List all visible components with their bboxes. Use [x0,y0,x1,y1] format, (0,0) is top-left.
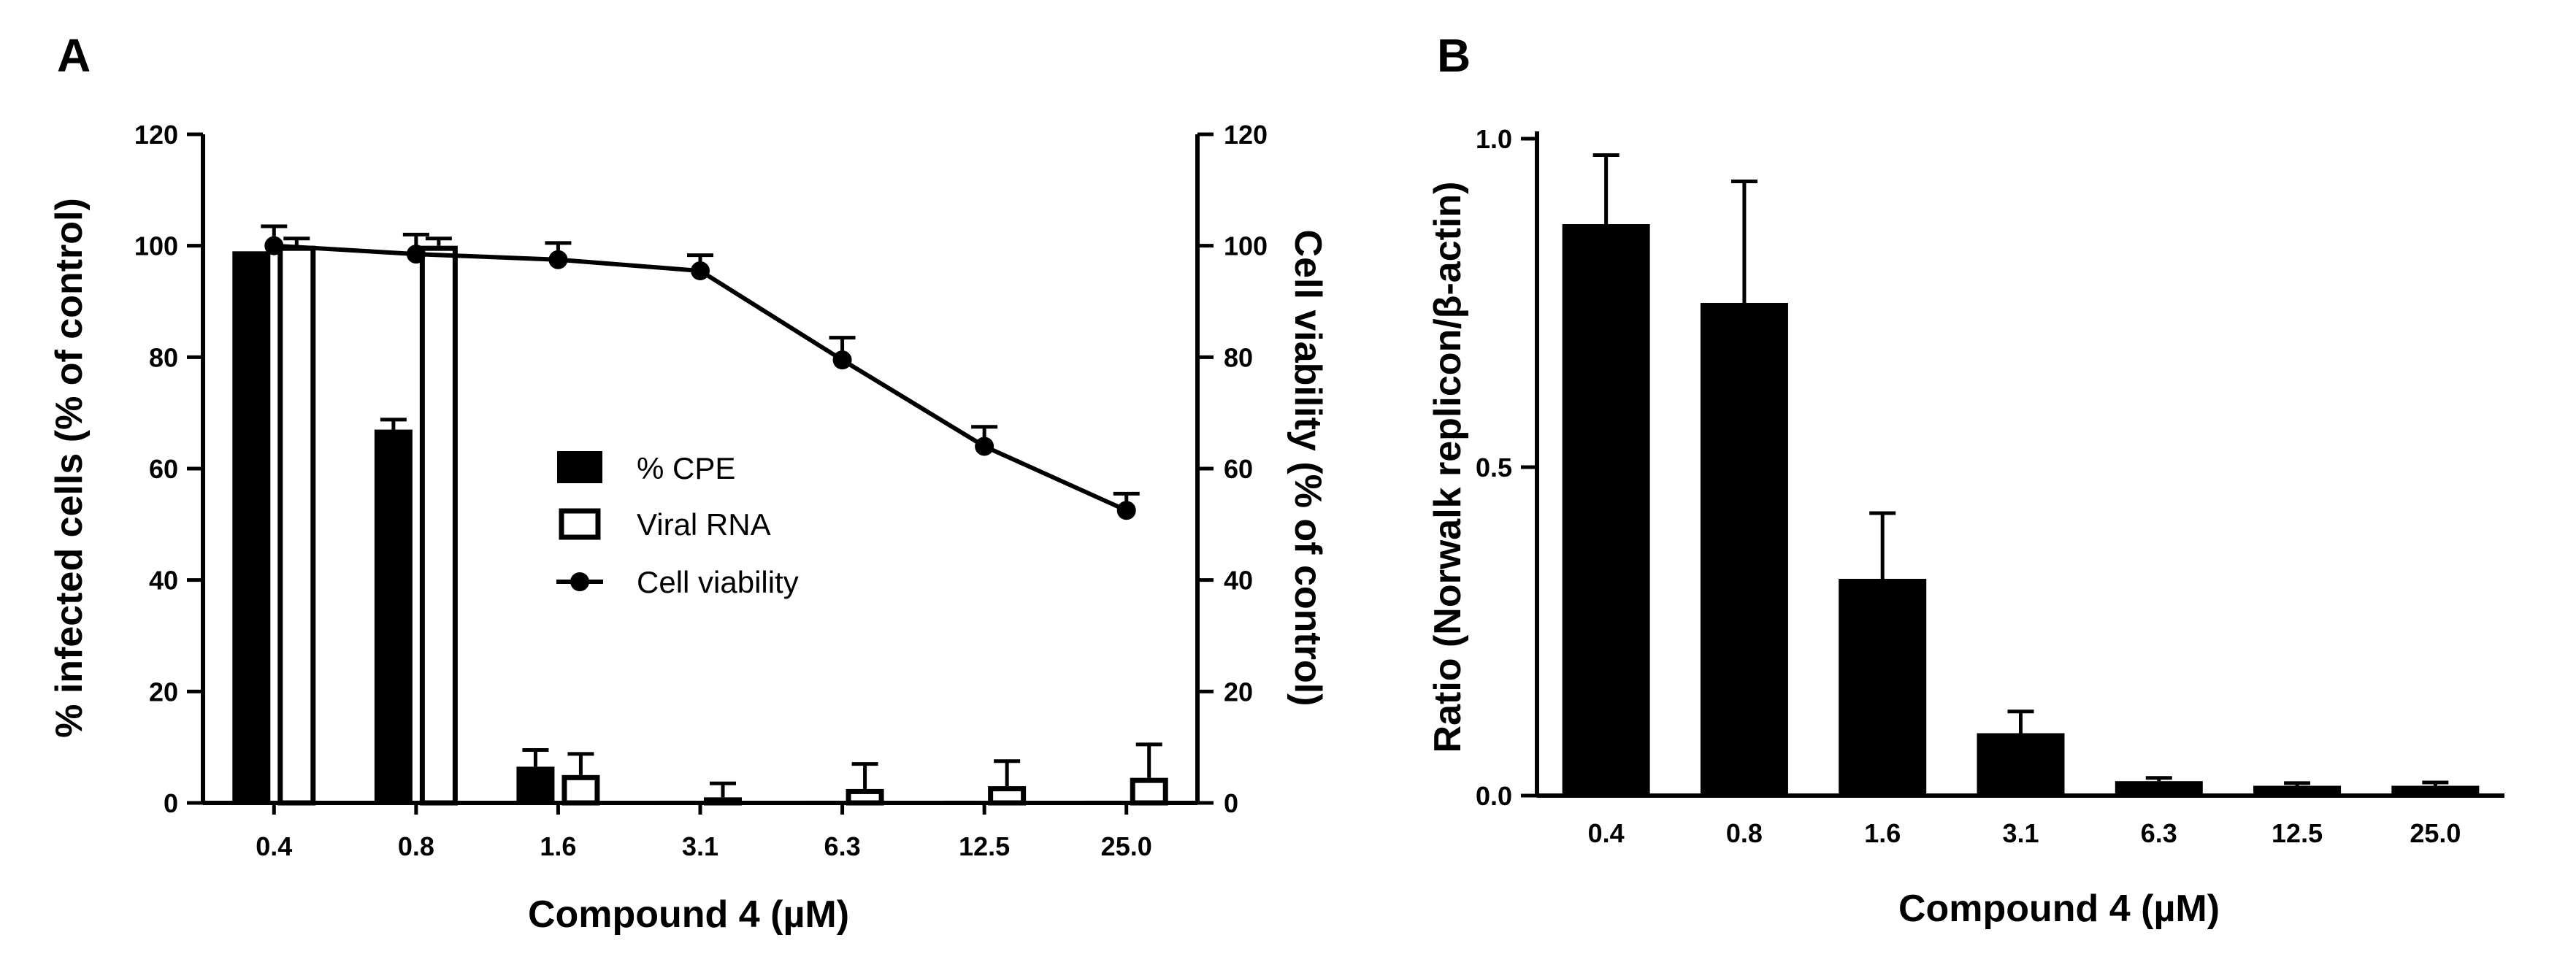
viral-rna-error-5 [994,759,1021,787]
panel-a-axes [187,132,1214,815]
a-x-tick-label-5: 12.5 [959,831,1010,861]
panel-a: A 0.4 0.8 1.6 3.1 6.3 12.5 25.0 0 20 40 60 80 100 12… [48,29,1329,936]
panel-a-viability-line [261,224,1140,520]
viral-rna-error-2 [567,752,594,775]
a-y-tick-label-4: 80 [149,342,178,372]
ratio-bar-2 [1839,579,1927,796]
a-y-tick-label-1: 20 [149,677,178,707]
viability-point-6 [1116,501,1136,520]
ratio-bar-0 [1562,224,1650,796]
b-x-tick-label-4: 6.3 [2141,818,2177,848]
panel-b-error-bars [1592,153,2449,786]
ratio-error-1 [1730,180,1757,303]
legend-swatch-marker [570,572,589,591]
a-y2-tick-label-1: 20 [1224,677,1253,707]
cpe-error-1 [380,418,407,430]
b-y-tick-label-1: 0.5 [1476,453,1512,482]
panel-a-letter: A [57,29,91,82]
ratio-error-4 [2145,776,2172,782]
a-y2-tick-label-6: 120 [1224,120,1268,150]
a-x-tick-label-6: 25.0 [1101,831,1152,861]
cpe-bar-0 [232,251,271,803]
a-y2-tick-label-2: 40 [1224,566,1253,596]
viability-point-1 [406,245,426,264]
panel-a-error-bars [283,236,1162,798]
a-x-tick-label-1: 0.8 [398,831,434,861]
a-y-tick-label-6: 120 [134,120,178,150]
a-y2-tick-label-5: 100 [1224,231,1268,261]
viral-rna-error-0 [283,236,310,246]
a-y-tick-label-2: 40 [149,566,178,596]
panel-b-y-tick-labels: 0.0 0.5 1.0 [1476,124,1512,811]
viral-rna-error-3 [710,781,736,798]
b-y-tick-label-2: 1.0 [1476,124,1512,154]
panel-a-legend: % CPE Viral RNA Cell viability [556,451,799,599]
viability-point-0 [264,236,284,255]
b-x-tick-label-6: 25.0 [2410,818,2461,848]
a-x-tick-label-0: 0.4 [256,831,292,861]
panel-a-x-axis-title: Compound 4 (µM) [528,893,849,936]
viability-point-4 [832,350,852,370]
a-y-tick-label-5: 100 [134,231,178,261]
ratio-bar-5 [2253,785,2342,796]
viability-point-2 [548,250,568,269]
ratio-error-0 [1592,153,1619,224]
panel-b-x-axis-title: Compound 4 (µM) [1898,888,2220,930]
panel-a-y-tick-labels: 0 20 40 60 80 100 120 [134,120,178,818]
a-y2-tick-label-0: 0 [1224,788,1238,818]
panel-b-bars [1562,224,2480,796]
cpe-bar-1 [374,429,413,803]
a-y-tick-label-3: 60 [149,454,178,484]
viral-rna-bar-1 [419,245,458,806]
ratio-error-5 [2284,781,2311,786]
b-x-tick-label-5: 12.5 [2272,818,2323,848]
panel-b-y-axis-title: Ratio (Norwalk replicon/β-actin) [1427,182,1469,753]
b-x-tick-label-0: 0.4 [1588,818,1625,848]
ratio-error-3 [2007,709,2034,734]
b-x-tick-label-3: 3.1 [2002,818,2039,848]
ratio-bar-6 [2391,785,2480,796]
viral-rna-bar-0 [277,245,316,806]
legend-label-cell-viability: Cell viability [637,565,799,599]
viral-rna-error-1 [425,236,452,246]
viability-point-3 [691,261,710,281]
ratio-bar-3 [1977,733,2065,796]
viability-point-5 [975,436,994,456]
a-x-tick-label-3: 3.1 [682,831,718,861]
cpe-bar-2 [516,766,555,803]
panel-b-letter: B [1437,29,1471,82]
legend-swatch-viral-rna [559,508,601,540]
panel-b-x-tick-labels: 0.4 0.8 1.6 3.1 6.3 12.5 25.0 [1588,818,2461,848]
legend-swatch-cpe [557,451,602,483]
panel-b-axes [1521,131,2504,798]
a-y2-tick-label-4: 80 [1224,342,1253,372]
panel-b: B 0.4 0.8 1.6 3.1 6.3 12.5 25.0 0.0 0.5 1.0 Comp… [1427,29,2504,930]
viral-rna-bar-2 [561,774,600,806]
ratio-bar-4 [2115,781,2203,796]
ratio-error-2 [1869,511,1896,579]
a-y2-tick-label-3: 60 [1224,454,1253,484]
panel-a-y2-tick-labels: 0 20 40 60 80 100 120 [1224,120,1268,818]
panel-a-y2-axis-title: Cell viability (% of control) [1287,230,1329,707]
viral-rna-bar-6 [1130,777,1168,806]
b-x-tick-label-1: 0.8 [1726,818,1763,848]
legend-label-viral-rna: Viral RNA [637,507,771,542]
b-x-tick-label-2: 1.6 [1864,818,1901,848]
ratio-bar-1 [1700,303,1788,796]
cpe-error-2 [522,747,549,767]
a-y-tick-label-0: 0 [164,788,178,818]
b-y-tick-label-0: 0.0 [1476,781,1512,811]
viral-rna-error-6 [1135,742,1162,778]
panel-a-x-tick-labels: 0.4 0.8 1.6 3.1 6.3 12.5 25.0 [256,831,1151,861]
ratio-error-6 [2422,780,2449,786]
a-x-tick-label-2: 1.6 [540,831,576,861]
viral-rna-error-4 [851,762,878,789]
a-x-tick-label-4: 6.3 [824,831,861,861]
legend-label-cpe: % CPE [637,451,735,485]
panel-a-y-axis-title: % infected cells (% of control) [48,198,91,738]
